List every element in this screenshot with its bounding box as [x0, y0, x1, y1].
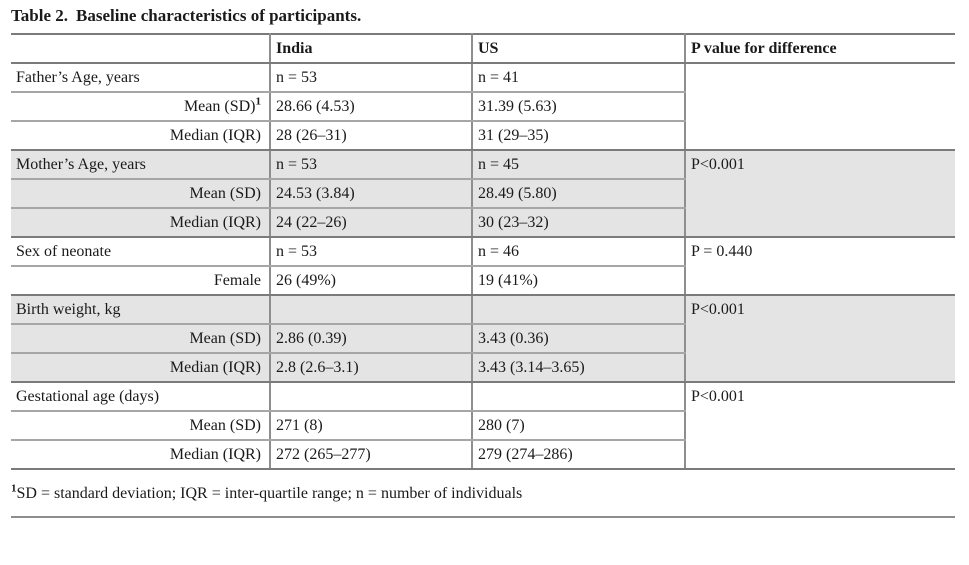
table-row: Sex of neonate n = 53 n = 46 P = 0.440	[11, 237, 955, 296]
table-row: Father’s Age, years n = 53 n = 41	[11, 63, 955, 151]
us-value-cell: 3.43 (0.36)	[472, 324, 686, 354]
india-value-cell: 2.86 (0.39)	[270, 324, 473, 354]
row-label-cell: Mean (SD)	[11, 179, 271, 209]
row-label-cell: Birth weight, kg	[11, 295, 271, 325]
p-value-cell	[685, 63, 955, 151]
india-value-cell: 28.66 (4.53)	[270, 92, 473, 122]
row-label-cell: Father’s Age, years	[11, 63, 271, 93]
us-value-cell	[472, 382, 686, 412]
table-row: Birth weight, kg P<0.001	[11, 295, 955, 383]
india-value-cell: 2.8 (2.6–3.1)	[270, 353, 473, 383]
p-value-cell: P = 0.440	[685, 237, 955, 296]
table-row: Median (IQR) 2.8 (2.6–3.1) 3.43 (3.14–3.…	[11, 353, 955, 383]
header-cell-pvalue: P value for difference	[685, 34, 955, 64]
india-value-cell: n = 53	[270, 150, 473, 180]
group-sex-of-neonate: Sex of neonate n = 53 n = 46 P = 0.440 F…	[11, 237, 955, 296]
us-value-cell	[472, 295, 686, 325]
row-label-cell: Mean (SD)	[11, 411, 271, 441]
bottom-rule	[11, 516, 955, 518]
table-row: Female 26 (49%) 19 (41%)	[11, 266, 955, 296]
us-value-cell: 31 (29–35)	[472, 121, 686, 151]
table-row: Gestational age (days) P<0.001	[11, 382, 955, 470]
row-label-cell: Median (IQR)	[11, 440, 271, 470]
group-gestational-age: Gestational age (days) P<0.001 Mean (SD)…	[11, 382, 955, 470]
row-label-cell: Mother’s Age, years	[11, 150, 271, 180]
row-label-cell: Mean (SD)	[11, 324, 271, 354]
us-value-cell: n = 41	[472, 63, 686, 93]
group-mothers-age: Mother’s Age, years n = 53 n = 45 P<0.00…	[11, 150, 955, 238]
india-value-cell	[270, 295, 473, 325]
india-value-cell: 24 (22–26)	[270, 208, 473, 238]
header-cell-us: US	[472, 34, 686, 64]
table-row: Mean (SD)1 28.66 (4.53) 31.39 (5.63)	[11, 92, 955, 122]
row-label-cell: Median (IQR)	[11, 353, 271, 383]
us-value-cell: 279 (274–286)	[472, 440, 686, 470]
india-value-cell: 272 (265–277)	[270, 440, 473, 470]
india-value-cell: 28 (26–31)	[270, 121, 473, 151]
india-value-cell: n = 53	[270, 237, 473, 267]
header-cell-empty	[11, 34, 271, 64]
footnote-marker: 1	[255, 95, 262, 108]
footnote-text: SD = standard deviation; IQR = inter-qua…	[16, 485, 523, 502]
us-value-cell: 3.43 (3.14–3.65)	[472, 353, 686, 383]
baseline-characteristics-table: India US P value for difference Father’s…	[11, 33, 955, 470]
footnote-marker: 1	[11, 482, 17, 495]
group-fathers-age: Father’s Age, years n = 53 n = 41 Mean (…	[11, 63, 955, 151]
table-row: Mean (SD) 24.53 (3.84) 28.49 (5.80)	[11, 179, 955, 209]
row-label-cell: Female	[11, 266, 271, 296]
p-value-cell: P<0.001	[685, 150, 955, 238]
india-value-cell	[270, 382, 473, 412]
us-value-cell: 31.39 (5.63)	[472, 92, 686, 122]
us-value-cell: n = 46	[472, 237, 686, 267]
table-row: Median (IQR) 272 (265–277) 279 (274–286)	[11, 440, 955, 470]
p-value-cell: P<0.001	[685, 382, 955, 470]
table-row: Mean (SD) 2.86 (0.39) 3.43 (0.36)	[11, 324, 955, 354]
row-label-cell: Mean (SD)1	[11, 92, 271, 122]
row-label-cell: Median (IQR)	[11, 208, 271, 238]
india-value-cell: 271 (8)	[270, 411, 473, 441]
header-row: India US P value for difference	[11, 34, 955, 64]
us-value-cell: 280 (7)	[472, 411, 686, 441]
india-value-cell: 26 (49%)	[270, 266, 473, 296]
header-cell-india: India	[270, 34, 473, 64]
india-value-cell: n = 53	[270, 63, 473, 93]
us-value-cell: 19 (41%)	[472, 266, 686, 296]
group-birth-weight: Birth weight, kg P<0.001 Mean (SD) 2.86 …	[11, 295, 955, 383]
p-value-cell: P<0.001	[685, 295, 955, 383]
table-row: Mother’s Age, years n = 53 n = 45 P<0.00…	[11, 150, 955, 238]
table-title: Table 2. Baseline characteristics of part…	[11, 5, 969, 26]
row-label-cell: Median (IQR)	[11, 121, 271, 151]
us-value-cell: n = 45	[472, 150, 686, 180]
table-title-text: Baseline characteristics of participants…	[76, 6, 362, 25]
table-row: Median (IQR) 24 (22–26) 30 (23–32)	[11, 208, 955, 238]
table-row: Mean (SD) 271 (8) 280 (7)	[11, 411, 955, 441]
us-value-cell: 28.49 (5.80)	[472, 179, 686, 209]
table-header: India US P value for difference	[11, 34, 955, 64]
row-label-cell: Gestational age (days)	[11, 382, 271, 412]
row-label-cell: Sex of neonate	[11, 237, 271, 267]
us-value-cell: 30 (23–32)	[472, 208, 686, 238]
table-title-label: Table 2.	[11, 6, 69, 25]
table-footnote: 1SD = standard deviation; IQR = inter-qu…	[11, 482, 969, 504]
table-row: Median (IQR) 28 (26–31) 31 (29–35)	[11, 121, 955, 151]
india-value-cell: 24.53 (3.84)	[270, 179, 473, 209]
